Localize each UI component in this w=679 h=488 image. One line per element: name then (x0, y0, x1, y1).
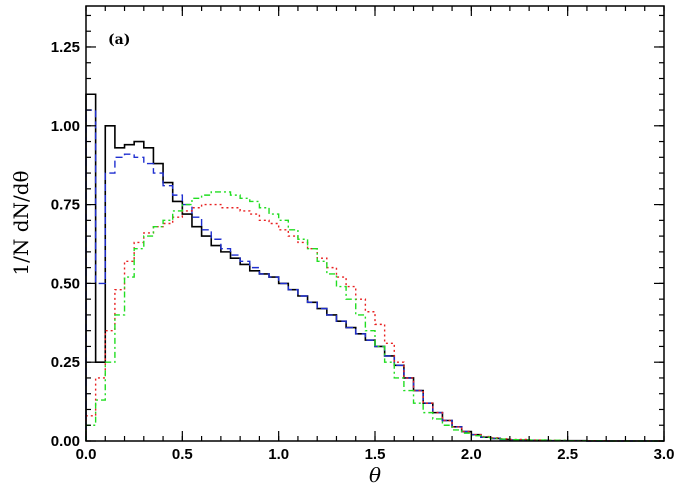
x-tick-label: 2.0 (461, 446, 482, 463)
x-tick-label: 0.0 (76, 446, 97, 463)
series-line-1 (85, 109, 664, 442)
x-tick-label: 1.0 (268, 446, 289, 463)
y-tick-label: 0.00 (51, 433, 80, 450)
x-tick-label: 1.5 (365, 446, 386, 463)
y-tick-label: 1.25 (51, 39, 80, 56)
y-axis-label: 1/N dN/dθ (9, 170, 33, 275)
series-layer (85, 93, 664, 442)
series-line-0 (85, 93, 664, 442)
series-line-2 (85, 203, 664, 442)
y-tick-label: 0.75 (51, 197, 80, 214)
y-tick-label: 0.50 (51, 275, 80, 292)
x-tick-label: 3.0 (654, 446, 675, 463)
series-line-3 (85, 191, 664, 442)
x-tick-label: 0.5 (172, 446, 193, 463)
y-tick-label: 1.00 (51, 118, 80, 135)
y-tick-label: 0.25 (51, 354, 80, 371)
plot-frame (85, 5, 665, 442)
x-axis-label: θ (369, 463, 381, 487)
x-tick-label: 2.5 (557, 446, 578, 463)
tick-layer: 0.0 0.5 1.0 1.5 2.0 2.5 3.0 0.00 0.25 0.50 0.75 1.0… (51, 6, 675, 463)
panel-label: (a) (108, 32, 130, 48)
